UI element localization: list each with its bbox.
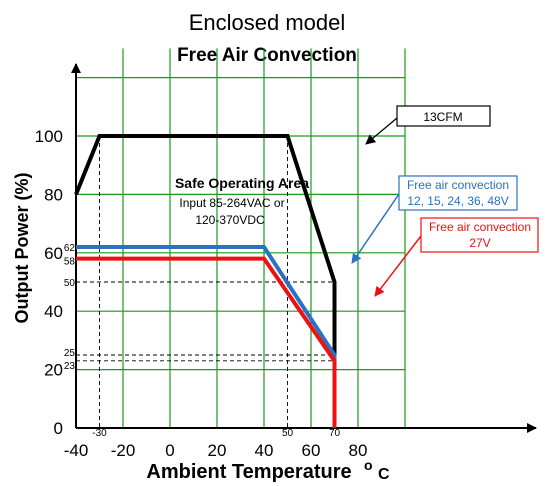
grid [76,48,406,428]
callout-13cfm-text: 13CFM [423,110,462,124]
y-tick-label: 100 [35,127,63,146]
series-line-2 [76,256,337,428]
callout-blue-line-2: 12, 15, 24, 36, 48V [407,194,508,208]
x-minor-label: -30 [92,428,107,439]
x-minor-label: 70 [329,428,341,439]
y-tick-label: 80 [44,185,63,204]
x-tick-label: -40 [64,441,89,460]
y-tick-label: 40 [44,302,63,321]
tick-labels: -40 -20 0 20 40 60 80 0 20 40 60 80 100 -30 50 70 62 58 50… [35,127,368,460]
chart-title: Enclosed model [189,10,346,35]
callout-blue: Free air convection 12, 15, 24, 36, 48V [351,175,518,264]
y-minor-label: 25 [64,348,76,359]
x-axis-unit: oC [364,457,390,483]
callout-red-box [420,217,539,253]
callout-blue-box [398,175,518,211]
callout-13cfm: 13CFM [365,105,491,145]
degree-symbol: o [364,457,373,473]
x-tick-label: 60 [302,441,321,460]
soa-line-1: Input 85-264VAC or [179,196,284,210]
x-tick-label: 40 [255,441,274,460]
callout-blue-line-1: Free air convection [407,178,509,192]
callout-red-line-2: 27V [469,236,490,250]
soa-line-2: 120-370VDC [195,213,265,227]
y-minor-label: 50 [64,278,76,289]
series-lines [74,134,337,428]
x-tick-label: 0 [165,441,174,460]
callout-red: Free air convection 27V [374,217,539,297]
reference-lines [76,136,335,428]
callout-red-line-1: Free air convection [429,220,531,234]
x-axis-label: Ambient Temperature [146,461,351,483]
chart-subtitle: Free Air Convection [177,45,357,66]
series-line-0 [74,134,337,428]
x-tick-label: 20 [208,441,227,460]
y-minor-label: 58 [64,257,76,268]
callout-13cfm-box [396,105,491,127]
y-tick-label: 60 [44,244,63,263]
callout-blue-arrow [351,193,400,264]
y-tick-label: 20 [44,361,63,380]
callout-red-arrow [374,235,422,297]
soa-title: Safe Operating Area [175,175,309,191]
y-axis-label: Output Power (%) [12,173,32,324]
y-minor-label: 62 [64,243,76,254]
x-minor-label: 50 [282,428,294,439]
y-tick-label: 0 [54,419,63,438]
y-minor-label: 23 [64,361,76,372]
x-tick-label: -20 [111,441,136,460]
unit-letter: C [378,466,390,483]
x-tick-label: 80 [349,441,368,460]
callout-13cfm-arrow [365,117,398,145]
series-line-1 [76,244,337,428]
